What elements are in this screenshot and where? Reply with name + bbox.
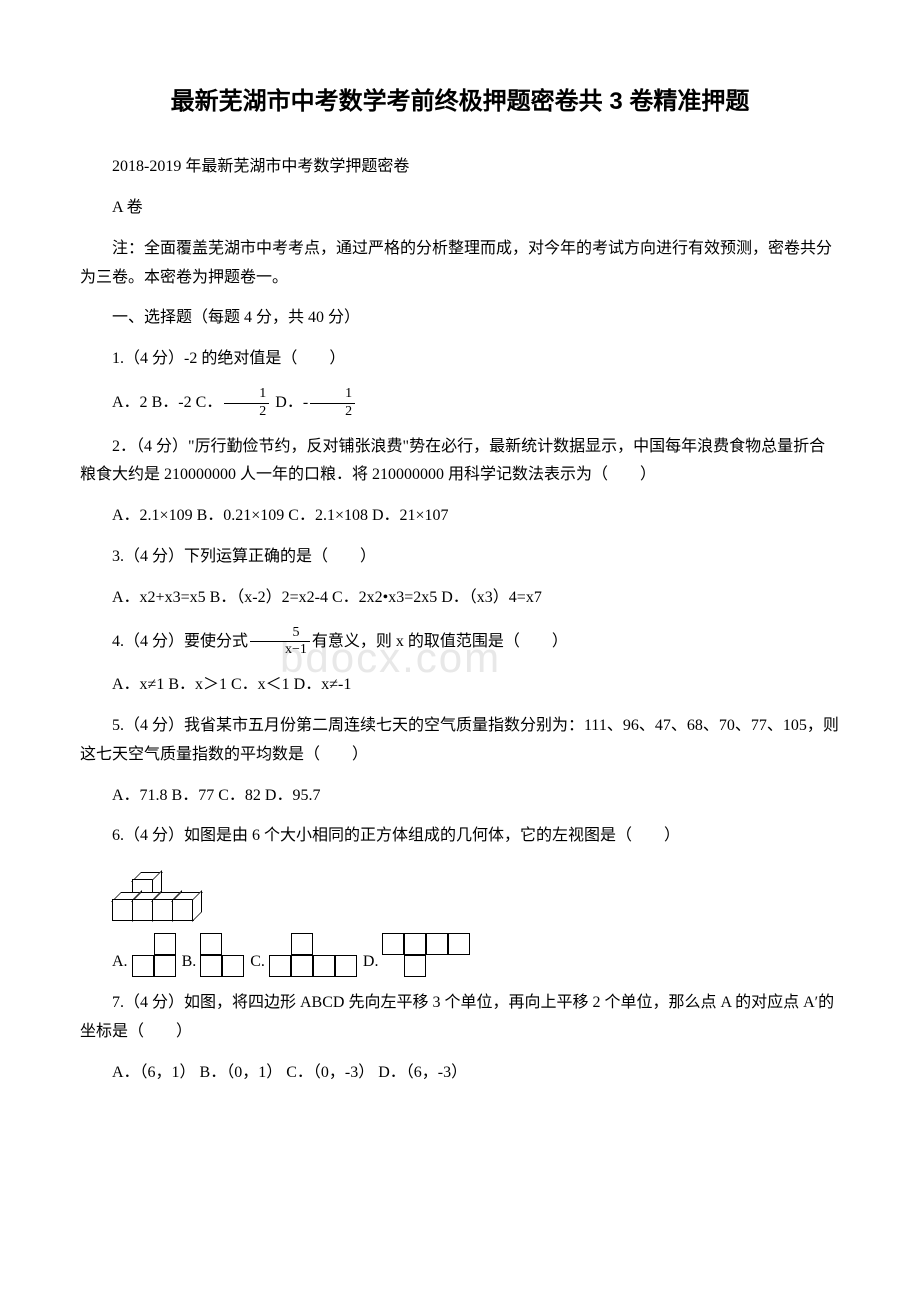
q5-stem: 5.（4 分）我省某市五月份第二周连续七天的空气质量指数分别为：111、96、4… [80,712,840,770]
q6-optB-label: B. [182,948,197,977]
q6-figure [112,873,198,919]
q1-options: A．2 B．-2 C．12 D．-12 [80,386,840,421]
subtitle: 2018-2019 年最新芜湖市中考数学押题密卷 [80,153,840,182]
q6-optD: D. [363,933,471,977]
q3-options: A．x2+x3=x5 B．（x-2）2=x2-4 C．2x2•x3=2x5 D．… [80,584,840,613]
q6-optC-label: C. [250,948,265,977]
q3-stem: 3.（4 分）下列运算正确的是（ ） [80,543,840,572]
paper-label: A 卷 [80,194,840,223]
q1-optD-pre: D．- [275,394,308,411]
q4-options: A．x≠1 B．x＞1 C．x＜1 D．x≠-1 [80,671,840,700]
q6-options: A. B. C. D. [112,933,840,977]
q6-optD-grid [382,933,470,977]
q1-optB: B．-2 [152,394,192,411]
q6-optD-label: D. [363,948,379,977]
q4-post: 有意义，则 x 的取值范围是（ ） [312,633,568,650]
q6-optB-grid [200,933,244,977]
q1-optD-fraction: 12 [310,386,355,421]
q4-stem: 4.（4 分）要使分式5x−1有意义，则 x 的取值范围是（ ） [80,625,840,660]
q4-fraction: 5x−1 [250,625,310,660]
page-title: 最新芜湖市中考数学考前终极押题密卷共 3 卷精准押题 [80,80,840,123]
q2-options: A．2.1×109 B．0.21×109 C．2.1×108 D．21×107 [80,502,840,531]
q7-options: A．（6，1） B．（0，1） C．（0，-3） D．（6，-3） [80,1059,840,1088]
q7-stem: 7.（4 分）如图，将四边形 ABCD 先向左平移 3 个单位，再向上平移 2 … [80,989,840,1047]
q6-optA-label: A. [112,948,128,977]
q6-optB: B. [182,933,245,977]
q1-optC-fraction: 12 [224,386,269,421]
q2-stem: 2．（4 分）"厉行勤俭节约，反对铺张浪费"势在必行，最新统计数据显示，中国每年… [80,433,840,491]
q5-options: A．71.8 B．77 C．82 D．95.7 [80,782,840,811]
q6-optC-grid [269,933,357,977]
q6-optA-grid [132,933,176,977]
section-heading: 一、选择题（每题 4 分，共 40 分） [80,304,840,333]
note: 注：全面覆盖芜湖市中考考点，通过严格的分析整理而成，对今年的考试方向进行有效预测… [80,235,840,293]
q6-optC: C. [250,933,357,977]
q6-stem: 6.（4 分）如图是由 6 个大小相同的正方体组成的几何体，它的左视图是（ ） [80,822,840,851]
q1-optC-pre: C． [196,394,223,411]
q1-optA: A．2 [112,394,148,411]
q6-optA: A. [112,933,176,977]
q4-pre: 4.（4 分）要使分式 [112,633,248,650]
q1-stem: 1.（4 分）-2 的绝对值是（ ） [80,345,840,374]
